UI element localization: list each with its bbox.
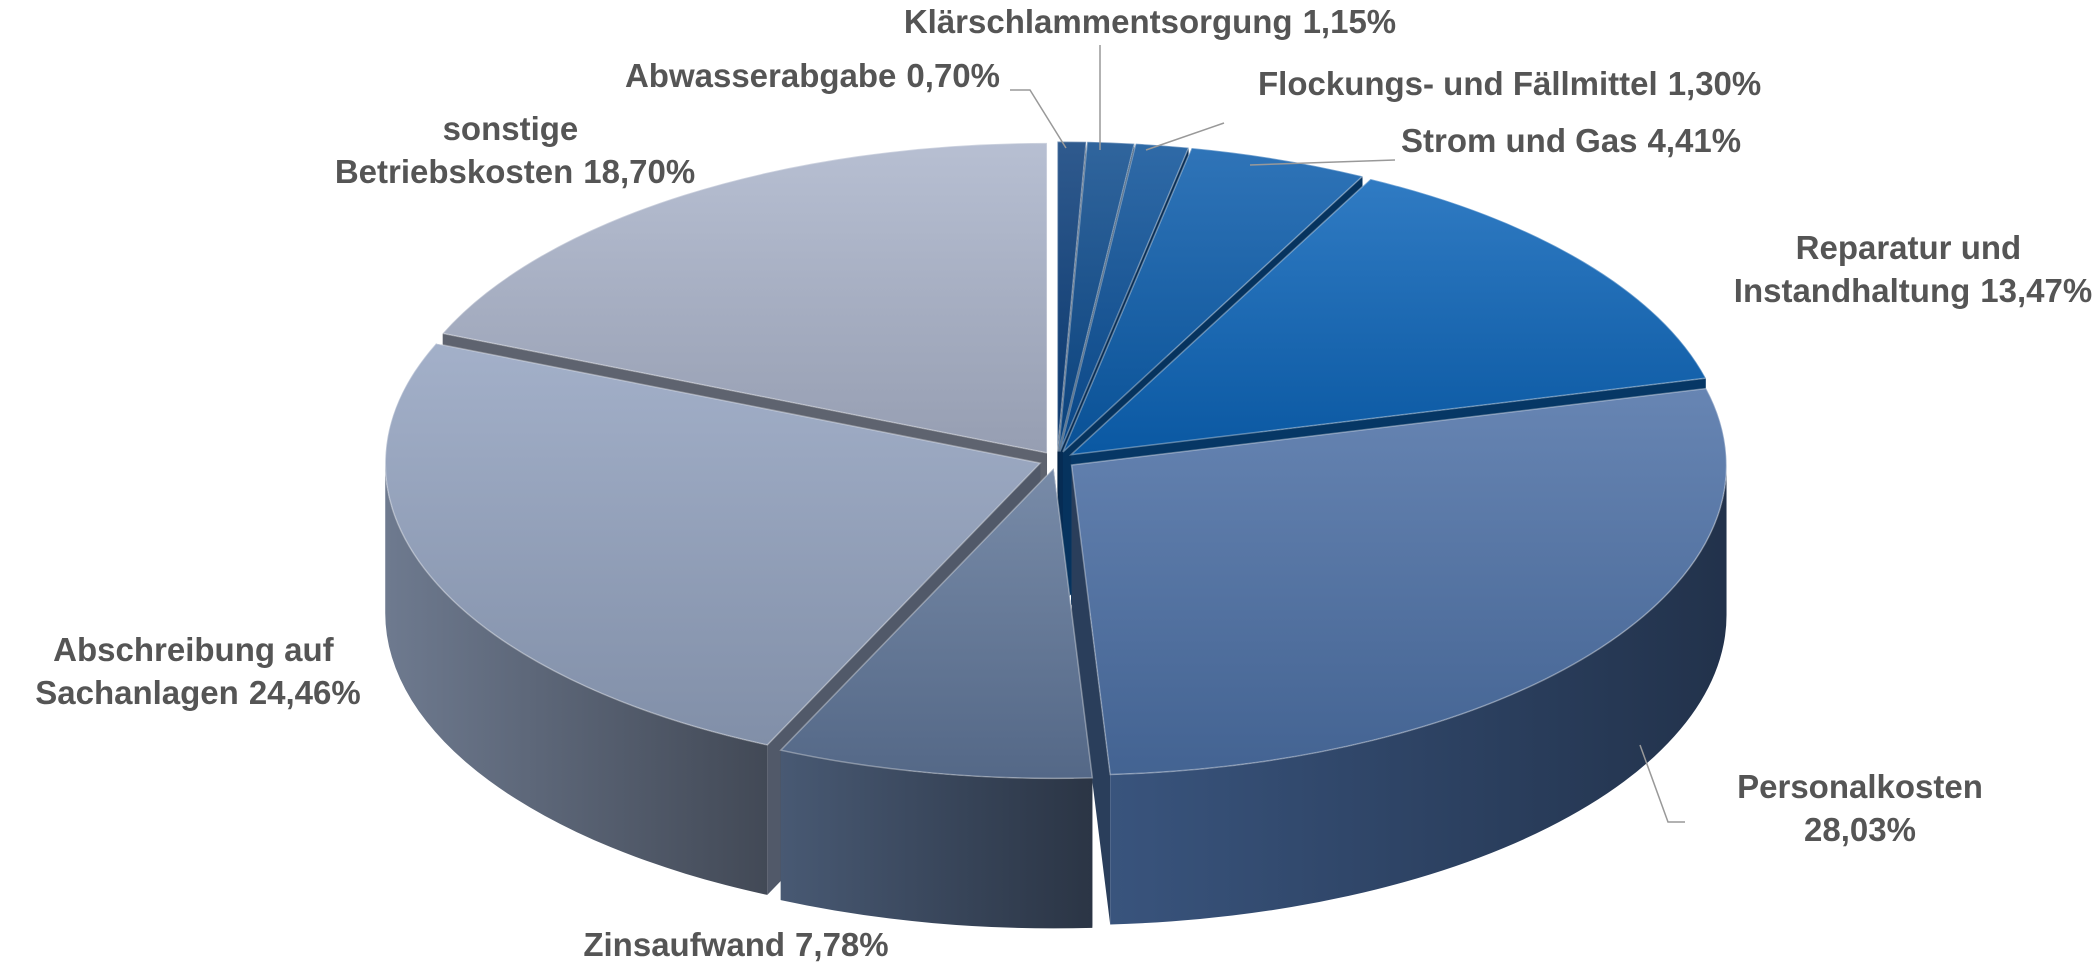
leader-line — [1639, 744, 1685, 823]
slice-top — [1070, 387, 1728, 776]
slice-top — [779, 466, 1094, 780]
slice-top — [1068, 178, 1707, 456]
slice-wall — [1110, 465, 1727, 925]
data-label: Strom und Gas 4,41% — [1401, 122, 1741, 159]
slice-top — [1062, 147, 1365, 453]
category-label: Personalkosten — [1737, 768, 1983, 805]
slice-top — [1059, 142, 1190, 452]
data-label: Personalkosten 28,03% — [1737, 768, 1983, 848]
slice-side — [1071, 465, 1111, 925]
leader-line — [1010, 89, 1067, 149]
leader-line — [1249, 159, 1396, 166]
slice-top — [384, 342, 1042, 746]
slice-wall — [780, 750, 1093, 929]
value-label: 0,70% — [906, 57, 1000, 94]
slice-top — [1056, 140, 1088, 452]
category-label: sonstige Betriebskosten — [335, 110, 588, 190]
category-label: Klärschlammentsorgung — [904, 3, 1293, 40]
value-label: 1,30% — [1668, 65, 1762, 102]
slice — [779, 466, 1094, 929]
value-label: 13,47% — [1980, 272, 2092, 309]
data-label: Klärschlammentsorgung 1,15% — [904, 3, 1396, 40]
category-label: Reparatur und Instandhaltung — [1734, 229, 2031, 309]
value-label: 18,70% — [583, 153, 695, 190]
category-label: Zinsaufwand — [583, 926, 785, 963]
value-label: 4,41% — [1648, 122, 1742, 159]
category-label: Flockungs- und Fällmittel — [1258, 65, 1658, 102]
data-label: Flockungs- und Fällmittel 1,30% — [1258, 65, 1761, 102]
value-label: 7,78% — [795, 926, 889, 963]
slice-top — [441, 142, 1048, 454]
data-label: Abschreibung auf Sachanlagen 24,46% — [35, 631, 361, 711]
data-label: Abwasserabgabe 0,70% — [625, 57, 1000, 94]
category-label: Abwasserabgabe — [625, 57, 896, 94]
data-label: sonstige Betriebskosten 18,70% — [335, 110, 695, 190]
slice — [1070, 387, 1728, 925]
leader-line — [1145, 122, 1225, 151]
data-label: Reparatur und Instandhaltung 13,47% — [1734, 229, 2092, 309]
value-label: 28,03% — [1804, 811, 1916, 848]
category-label: Strom und Gas — [1401, 122, 1638, 159]
slice-wall — [385, 463, 768, 895]
slice-top — [1057, 141, 1136, 452]
value-label: 1,15% — [1303, 3, 1397, 40]
category-label: Abschreibung auf Sachanlagen — [35, 631, 343, 711]
value-label: 24,46% — [249, 674, 361, 711]
data-label: Zinsaufwand 7,78% — [583, 926, 888, 963]
